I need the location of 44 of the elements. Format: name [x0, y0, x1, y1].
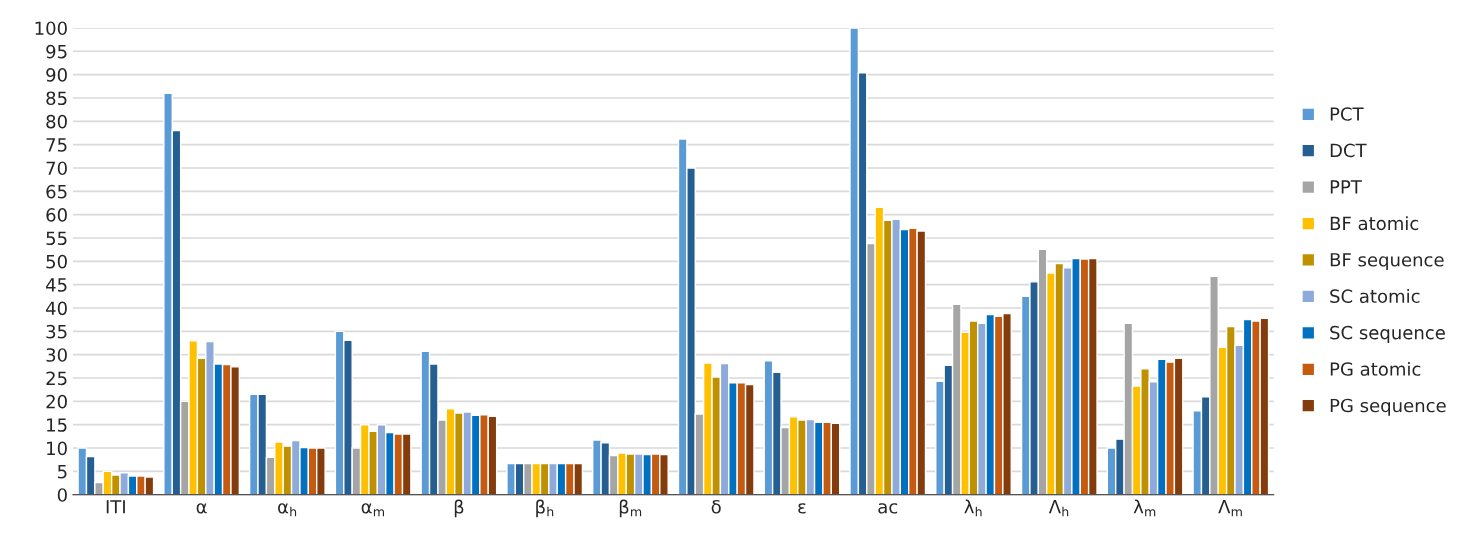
x-tick-label: α$_{h}$ — [278, 503, 297, 517]
x-tick-label: ε — [798, 503, 806, 514]
y-tick-label: 10 — [47, 441, 67, 456]
y-tick-label: 30 — [46, 348, 67, 362]
x-tick-label: δ — [711, 499, 721, 514]
x-tick-label: Λ$_{m}$ — [1218, 500, 1242, 517]
legend-label: SC sequence — [1330, 325, 1445, 343]
legend-label: PCT — [1330, 107, 1364, 121]
x-tick-label: β — [454, 499, 464, 518]
legend-label: PPT — [1330, 180, 1362, 194]
x-tick-label: ITI — [106, 500, 125, 514]
y-tick-label: 20 — [46, 394, 67, 409]
y-tick-label: 35 — [46, 324, 67, 339]
y-tick-label: 65 — [46, 184, 67, 199]
y-tick-label: 0 — [57, 488, 67, 502]
x-tick-label: ac — [878, 503, 898, 514]
y-tick-label: 5 — [57, 465, 67, 479]
y-tick-label: 95 — [46, 44, 67, 59]
y-tick-label: 100 — [35, 21, 67, 36]
y-tick-label: 50 — [46, 254, 67, 269]
x-tick-label: α$_{m}$ — [361, 503, 384, 517]
x-tick-label: λ$_{h}$ — [964, 499, 982, 517]
y-tick-label: 45 — [46, 278, 67, 292]
y-tick-label: 55 — [46, 231, 67, 246]
legend-label: PG atomic — [1330, 361, 1421, 376]
legend-label: BF atomic — [1330, 216, 1419, 231]
x-tick-label: λ$_{m}$ — [1133, 499, 1156, 517]
x-tick-label: β$_{h}$ — [536, 499, 554, 518]
y-tick-label: 60 — [46, 208, 67, 222]
x-tick-label: β$_{m}$ — [619, 499, 642, 518]
y-tick-label: 85 — [46, 91, 67, 106]
legend-label: PG sequence — [1330, 398, 1446, 416]
y-tick-label: 25 — [46, 371, 67, 386]
y-tick-label: 40 — [46, 301, 67, 316]
x-tick-label: α — [196, 503, 207, 514]
y-tick-label: 15 — [47, 418, 67, 432]
legend-label: SC atomic — [1330, 289, 1420, 303]
x-tick-label: Λ$_{h}$ — [1048, 500, 1069, 517]
y-tick-label: 75 — [46, 138, 67, 152]
legend-label: DCT — [1330, 143, 1367, 158]
legend-label: BF sequence — [1330, 253, 1444, 271]
y-tick-label: 80 — [46, 114, 67, 129]
y-tick-label: 90 — [46, 68, 67, 82]
y-tick-label: 70 — [46, 161, 67, 176]
